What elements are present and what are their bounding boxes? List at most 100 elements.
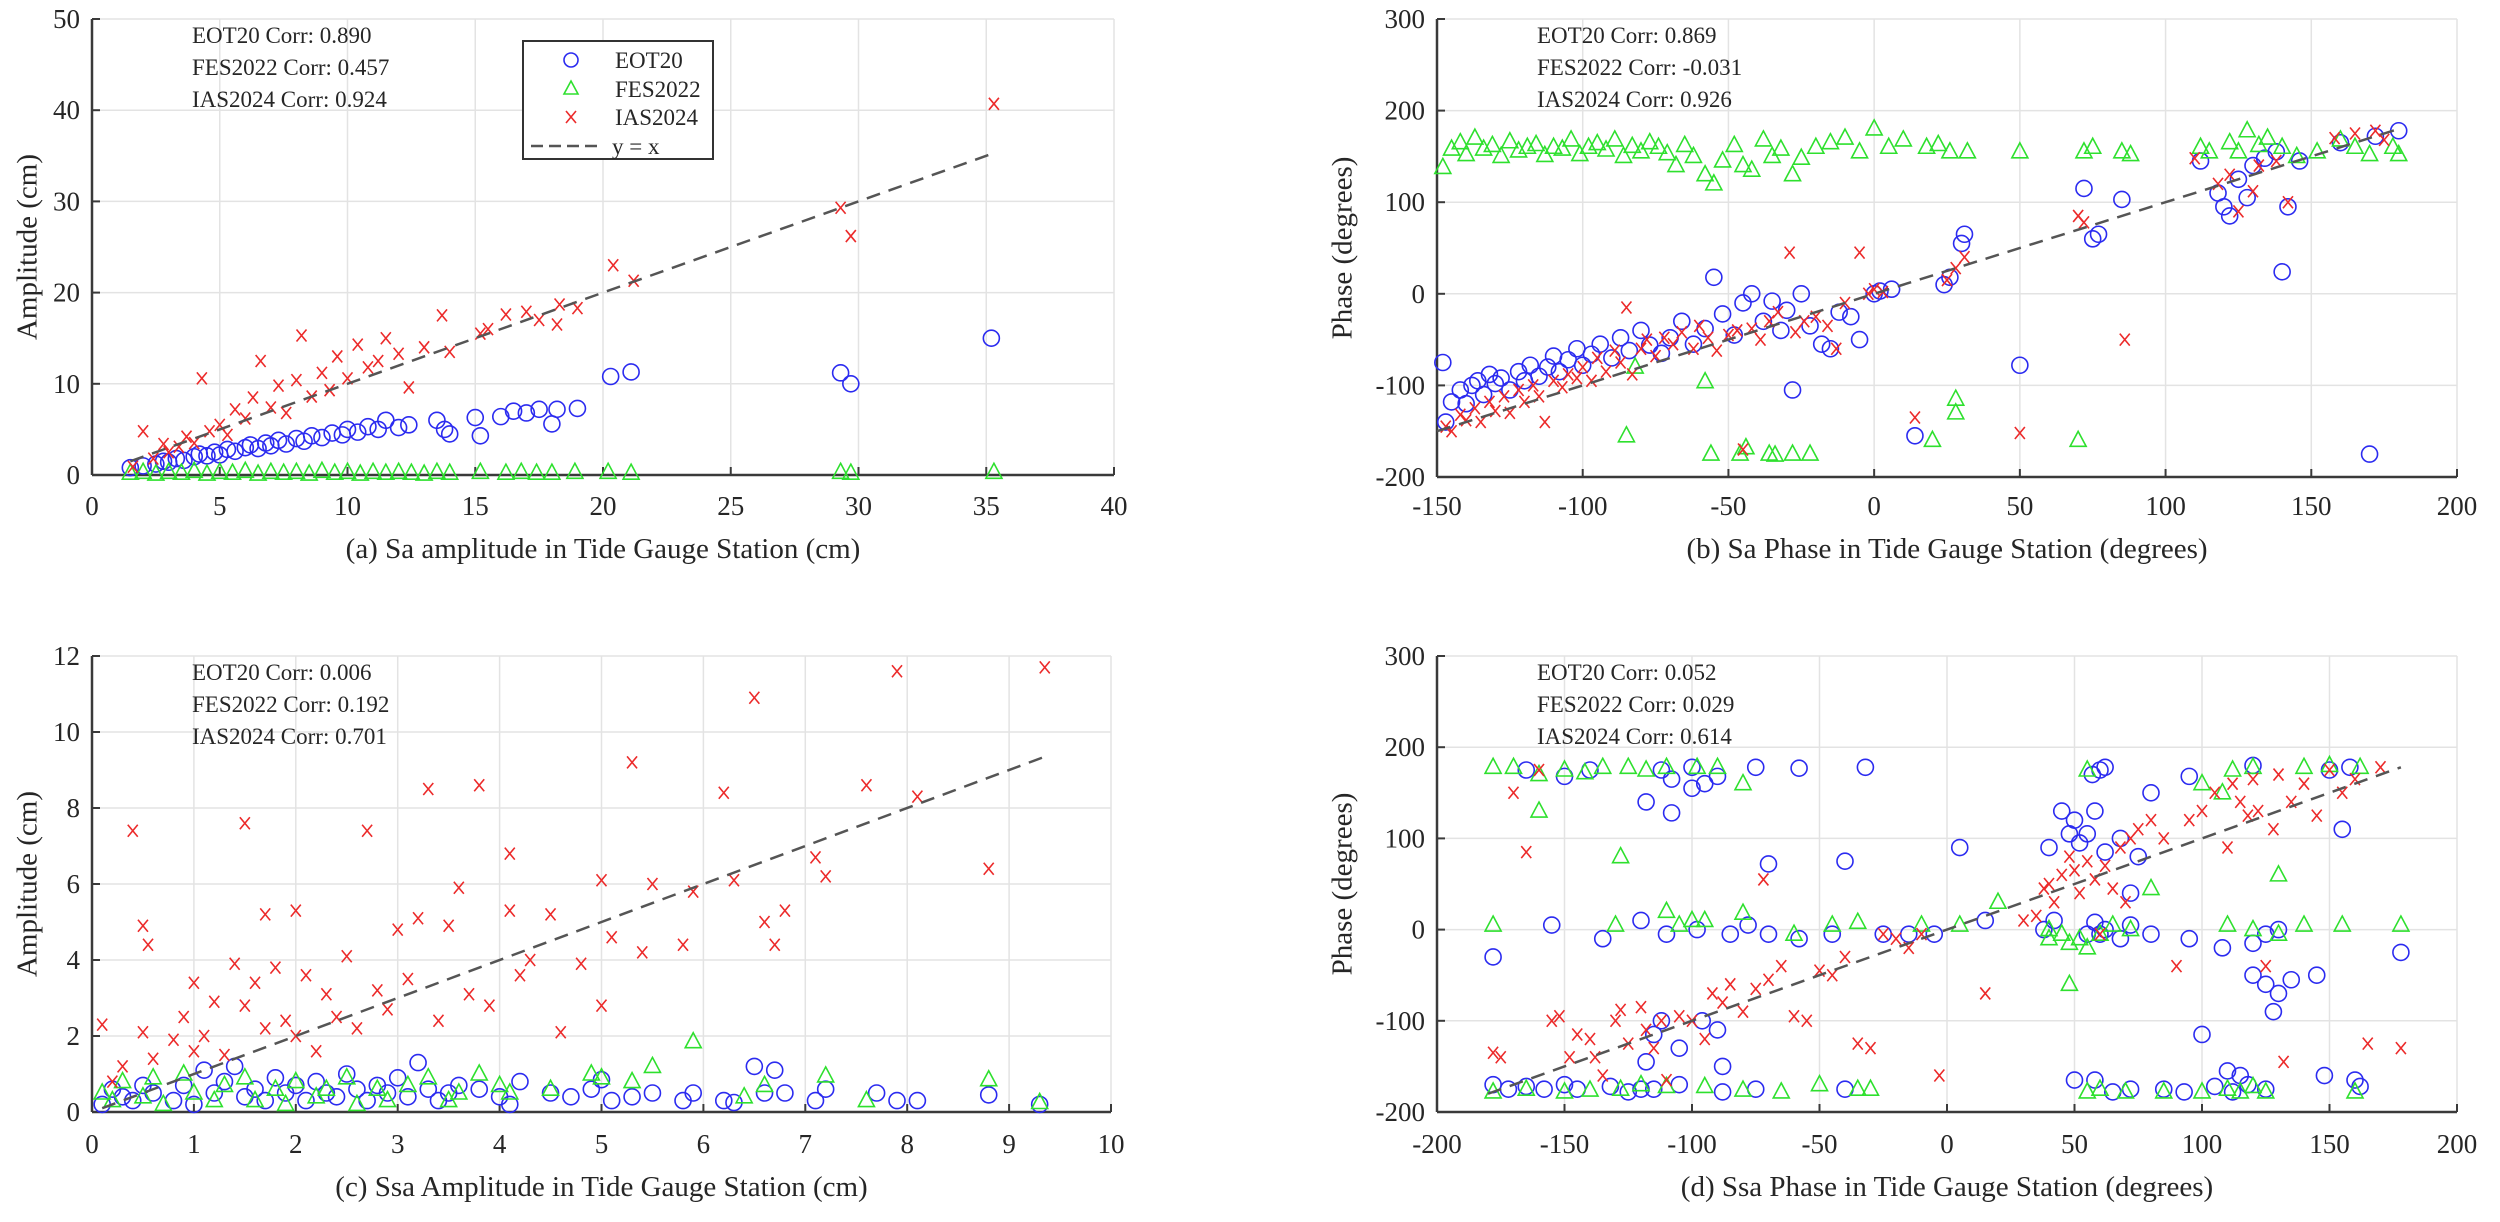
data-point-fes2022	[143, 1067, 163, 1085]
y-tick-label: 0	[1412, 279, 1426, 309]
data-point-eot20	[2191, 152, 2210, 170]
data-point-eot20	[2011, 356, 2029, 375]
x-tick-label: 150	[2291, 491, 2332, 521]
data-point-eot20	[1662, 770, 1681, 788]
data-point-fes2022	[490, 1074, 509, 1093]
data-point-ias2024	[272, 379, 285, 393]
data-point-ias2024	[607, 258, 619, 272]
correlation-annotation: FES2022 Corr: 0.457	[192, 55, 389, 80]
y-tick-label: 0	[67, 1097, 81, 1127]
data-point-eot20	[1521, 356, 1540, 375]
data-point-eot20	[1882, 280, 1901, 299]
x-tick-label: 10	[334, 491, 361, 521]
data-point-eot20	[1644, 1080, 1663, 1098]
data-point-ias2024	[316, 366, 328, 380]
data-point-ias2024	[2311, 809, 2323, 823]
x-tick-label: -50	[1802, 1129, 1838, 1159]
data-point-fes2022	[2332, 914, 2352, 932]
data-point-fes2022	[2213, 782, 2232, 800]
data-point-eot20	[435, 420, 454, 439]
data-point-ias2024	[1731, 323, 1743, 337]
data-point-fes2022	[1555, 759, 1574, 777]
data-point-ias2024	[1772, 305, 1784, 319]
data-point-eot20	[337, 1065, 356, 1083]
data-point-fes2022	[146, 463, 166, 481]
data-point-eot20	[831, 364, 850, 382]
data-point-ias2024	[1512, 383, 1525, 397]
data-point-fes2022	[1928, 133, 1948, 152]
data-point-eot20	[2223, 1083, 2242, 1101]
data-point-fes2022	[153, 1093, 173, 1112]
data-point-eot20	[2307, 966, 2326, 985]
x-tick-label: -200	[1412, 1129, 1462, 1159]
data-point-eot20	[1742, 284, 1761, 303]
data-point-ias2024	[2282, 195, 2294, 209]
data-point-ias2024	[2145, 813, 2157, 827]
data-point-ias2024	[436, 308, 448, 322]
data-point-eot20	[1821, 339, 1840, 358]
data-point-ias2024	[1830, 342, 1842, 356]
data-point-fes2022	[350, 463, 370, 481]
data-point-eot20	[1620, 341, 1639, 360]
data-point-fes2022	[2389, 143, 2409, 162]
data-point-eot20	[2392, 943, 2410, 962]
data-point-eot20	[2256, 975, 2275, 994]
data-point-ias2024	[290, 373, 303, 387]
data-point-ias2024	[2114, 841, 2127, 855]
data-point-ias2024	[432, 1014, 445, 1028]
x-tick-label: 35	[973, 491, 1000, 521]
correlation-annotation: FES2022 Corr: 0.192	[192, 692, 389, 717]
y-equals-x-line	[129, 151, 995, 463]
data-point-fes2022	[427, 461, 447, 480]
data-point-ias2024	[1754, 333, 1767, 347]
data-point-ias2024	[2234, 795, 2246, 809]
correlation-annotation: EOT20 Corr: 0.006	[192, 660, 372, 685]
data-point-fes2022	[1631, 141, 1651, 159]
y-tick-label: 100	[1385, 187, 1426, 217]
data-point-eot20	[1637, 1053, 1655, 1071]
data-point-ias2024	[137, 919, 149, 933]
data-point-eot20	[1657, 925, 1676, 943]
data-point-eot20	[266, 1069, 285, 1087]
data-point-fes2022	[1456, 143, 1476, 162]
data-point-fes2022	[1958, 141, 1977, 159]
data-point-fes2022	[2077, 1081, 2097, 1099]
data-point-ias2024	[2170, 959, 2183, 973]
data-point-fes2022	[317, 1078, 336, 1096]
data-point-ias2024	[137, 424, 149, 438]
data-point-ias2024	[2119, 895, 2132, 909]
data-point-ias2024	[1649, 349, 1662, 363]
data-point-ias2024	[2196, 804, 2208, 818]
data-point-fes2022	[286, 1070, 306, 1089]
data-point-fes2022	[235, 1067, 255, 1085]
data-point-ias2024	[779, 904, 791, 918]
x-tick-label: 1	[187, 1129, 201, 1159]
data-point-eot20	[440, 425, 459, 443]
data-point-ias2024	[2374, 760, 2387, 774]
data-point-eot20	[562, 1088, 580, 1106]
x-axis-caption: (d) Ssa Phase in Tide Gauge Station (deg…	[1681, 1171, 2213, 1203]
data-point-fes2022	[1649, 136, 1668, 155]
data-point-fes2022	[1946, 402, 1966, 420]
data-point-fes2022	[1504, 756, 1523, 775]
data-point-eot20	[302, 426, 321, 445]
data-point-fes2022	[245, 1089, 265, 1108]
data-point-fes2022	[1552, 138, 1572, 156]
data-point-ias2024	[1556, 380, 1568, 394]
data-point-eot20	[205, 1084, 224, 1102]
data-point-fes2022	[565, 461, 585, 480]
data-point-fes2022	[418, 1067, 438, 1085]
data-point-fes2022	[1636, 759, 1656, 777]
data-point-fes2022	[210, 461, 230, 480]
data-point-ias2024	[1454, 408, 1466, 422]
data-point-fes2022	[598, 461, 618, 480]
data-point-fes2022	[527, 462, 546, 480]
data-point-fes2022	[1580, 1079, 1600, 1097]
data-point-ias2024	[1789, 325, 1802, 339]
data-point-ias2024	[1553, 1009, 1566, 1023]
data-point-eot20	[1652, 761, 1671, 779]
data-point-ias2024	[595, 873, 608, 887]
x-tick-label: 200	[2437, 1129, 2478, 1159]
data-point-fes2022	[1605, 129, 1625, 147]
data-point-ias2024	[2272, 768, 2285, 782]
